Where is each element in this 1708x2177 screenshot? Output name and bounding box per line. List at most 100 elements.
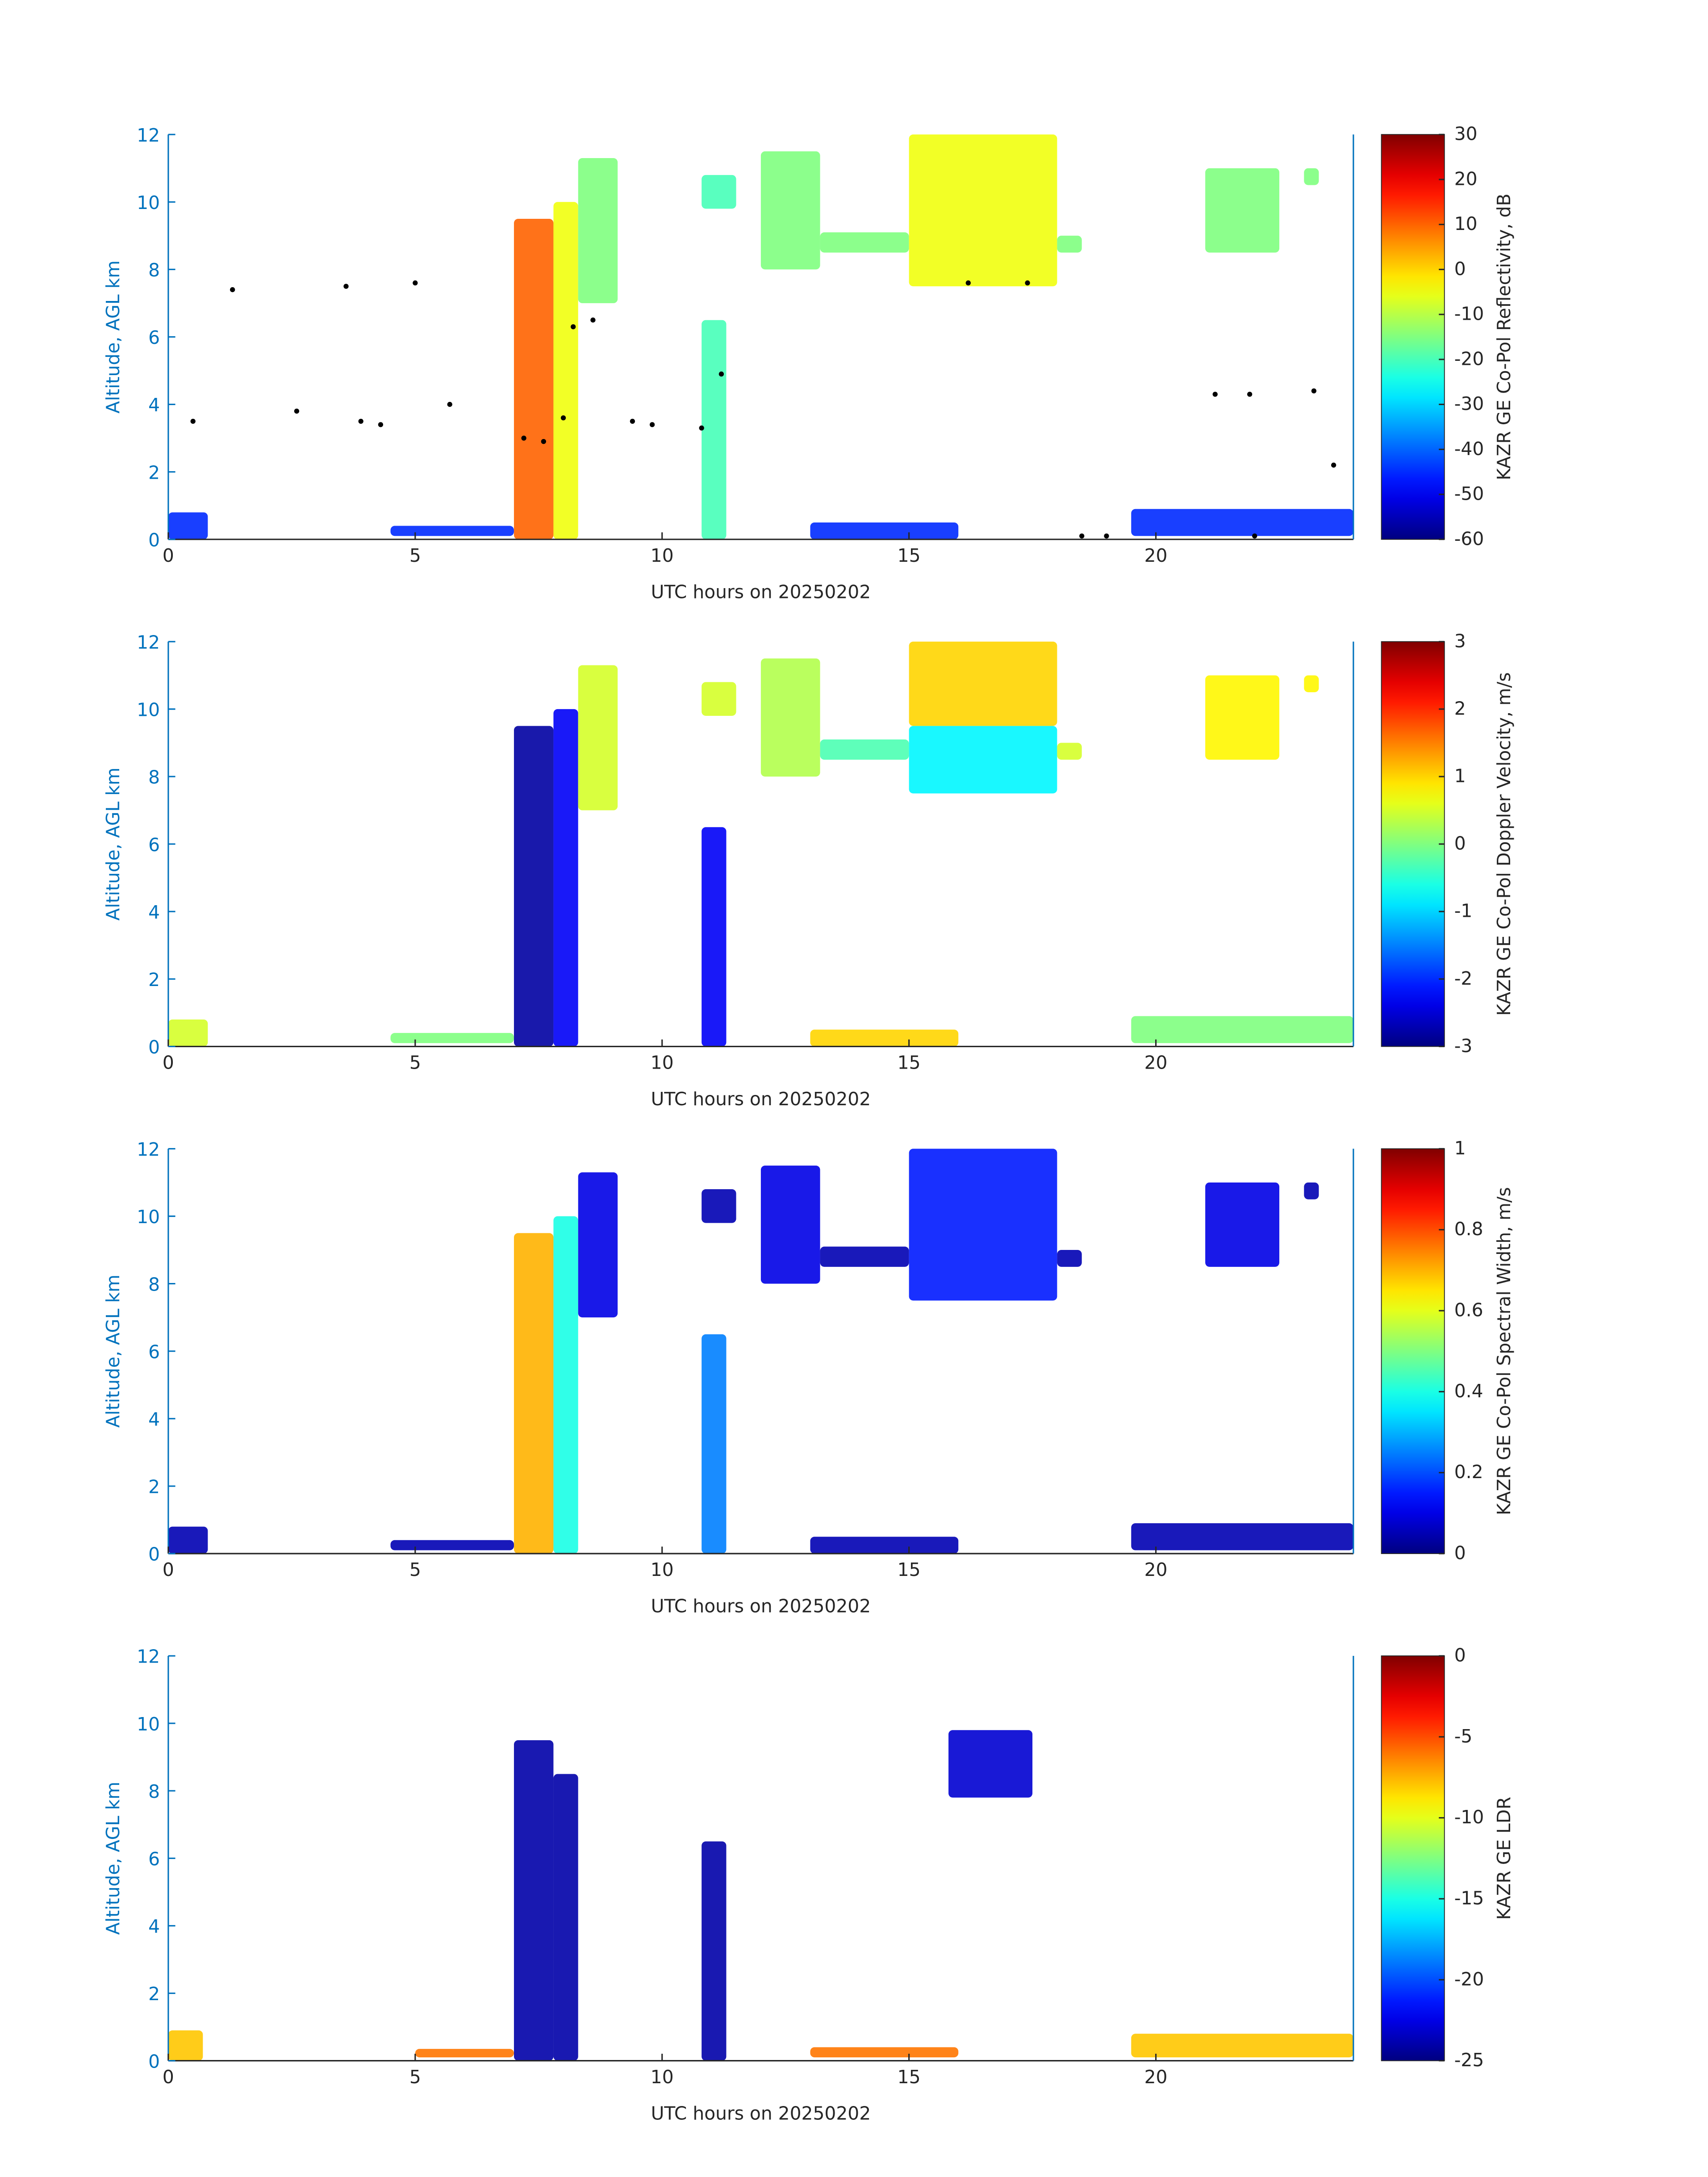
x-tick-label: 0 bbox=[163, 1559, 174, 1580]
x-tick-label: 20 bbox=[1144, 545, 1168, 566]
y-tick-label: 6 bbox=[148, 834, 160, 856]
colorbar-tick-label: 20 bbox=[1454, 168, 1478, 189]
y-tick-label: 2 bbox=[148, 1983, 160, 2005]
x-tick-label: 10 bbox=[651, 1559, 674, 1580]
colorbar-label: KAZR GE Co-Pol Doppler Velocity, m/s bbox=[1493, 672, 1515, 1015]
cloud-base-point bbox=[1025, 280, 1030, 286]
x-tick-label: 10 bbox=[651, 2066, 674, 2088]
radar-patch bbox=[909, 1149, 1057, 1301]
colorbar-tick-label: -20 bbox=[1454, 1968, 1484, 1990]
cloud-base-point bbox=[1331, 462, 1336, 468]
colorbar-tick-label: -2 bbox=[1454, 968, 1473, 989]
radar-patch bbox=[1304, 168, 1319, 185]
colorbar-tick-label: 0.8 bbox=[1454, 1218, 1483, 1240]
radar-patch bbox=[1304, 675, 1319, 693]
cloud-base-point bbox=[447, 401, 452, 407]
radar-patch bbox=[168, 1526, 208, 1554]
x-tick-label: 5 bbox=[409, 1052, 421, 1074]
x-tick-label: 20 bbox=[1144, 2066, 1168, 2088]
radar-patch bbox=[948, 1730, 1033, 1798]
cloud-base-point bbox=[343, 284, 349, 289]
cloud-base-point bbox=[965, 280, 971, 286]
colorbar-tick-label: -5 bbox=[1454, 1726, 1473, 1747]
colorbar-tick-label: -3 bbox=[1454, 1035, 1473, 1057]
radar-patch bbox=[820, 1246, 909, 1267]
cloud-base-point bbox=[230, 287, 235, 292]
colorbar-label: KAZR GE Co-Pol Reflectivity, dB bbox=[1493, 193, 1515, 480]
radar-patch bbox=[514, 219, 554, 539]
cloud-base-point bbox=[1311, 388, 1317, 393]
radar-patch bbox=[702, 1841, 727, 2061]
y-tick-label: 4 bbox=[148, 1408, 160, 1430]
colorbar-tick-label: -10 bbox=[1454, 1806, 1484, 1828]
radar-patch bbox=[760, 151, 820, 270]
y-axis-label: Altitude, AGL km bbox=[102, 260, 124, 414]
x-tick-label: 5 bbox=[409, 1559, 421, 1580]
colorbar-tick-label: 30 bbox=[1454, 123, 1478, 145]
x-tick-label: 20 bbox=[1144, 1052, 1168, 1074]
colorbar-tick-label: -25 bbox=[1454, 2049, 1484, 2071]
colorbar-tick-label: 0.2 bbox=[1454, 1461, 1483, 1483]
colorbar-label: KAZR GE Co-Pol Spectral Width, m/s bbox=[1493, 1187, 1515, 1515]
radar-patch bbox=[415, 2049, 514, 2058]
cloud-base-point bbox=[358, 418, 363, 424]
radar-patch bbox=[390, 1033, 514, 1043]
cloud-base-point bbox=[649, 422, 655, 427]
cloud-base-point bbox=[718, 371, 724, 377]
radar-patch bbox=[702, 320, 727, 539]
cloud-base-point bbox=[1247, 392, 1253, 397]
y-tick-label: 8 bbox=[148, 1274, 160, 1295]
radar-patch bbox=[1131, 2034, 1353, 2058]
radar-patch bbox=[1057, 743, 1082, 760]
colorbar bbox=[1381, 134, 1445, 540]
colorbar-tick-label: 2 bbox=[1454, 698, 1466, 719]
x-axis-label: UTC hours on 20250202 bbox=[651, 2102, 871, 2124]
x-tick-label: 0 bbox=[163, 2066, 174, 2088]
cloud-base-point bbox=[571, 324, 576, 330]
y-tick-label: 10 bbox=[137, 699, 160, 721]
y-tick-label: 12 bbox=[137, 1646, 160, 1667]
radar-patch bbox=[1057, 1250, 1082, 1267]
x-tick-label: 15 bbox=[898, 545, 921, 566]
radar-patch bbox=[1205, 168, 1279, 253]
radar-patch bbox=[810, 2047, 959, 2058]
radar-patch bbox=[553, 202, 578, 539]
radar-patch bbox=[820, 739, 909, 760]
y-axis-label: Altitude, AGL km bbox=[102, 1274, 124, 1428]
cloud-base-point bbox=[1212, 392, 1218, 397]
y-tick-label: 12 bbox=[137, 125, 160, 146]
radar-patch bbox=[702, 682, 736, 716]
radar-patch bbox=[810, 1537, 959, 1554]
y-tick-label: 2 bbox=[148, 462, 160, 483]
radar-patch bbox=[168, 512, 208, 539]
cloud-base-point bbox=[294, 409, 300, 414]
y-axis-label: Altitude, AGL km bbox=[102, 1782, 124, 1935]
y-tick-label: 4 bbox=[148, 394, 160, 416]
radar-patch bbox=[760, 658, 820, 777]
radar-patch bbox=[514, 1233, 554, 1554]
colorbar-tick-label: 0 bbox=[1454, 258, 1466, 280]
cloud-base-point bbox=[1104, 533, 1109, 539]
cloud-base-point bbox=[699, 425, 704, 431]
cloud-base-point bbox=[1252, 533, 1257, 539]
radar-patch bbox=[168, 1019, 208, 1047]
radar-patch bbox=[553, 1216, 578, 1554]
y-tick-label: 4 bbox=[148, 1916, 160, 1937]
x-axis-label: UTC hours on 20250202 bbox=[651, 1596, 871, 1617]
y-tick-label: 8 bbox=[148, 259, 160, 281]
colorbar-label: KAZR GE LDR bbox=[1493, 1797, 1515, 1920]
colorbar-tick-label: -10 bbox=[1454, 303, 1484, 325]
cloud-base-point bbox=[560, 415, 566, 421]
x-tick-label: 5 bbox=[409, 545, 421, 566]
colorbar-tick-label: -20 bbox=[1454, 348, 1484, 369]
radar-patch bbox=[702, 1189, 736, 1223]
cloud-base-point bbox=[630, 418, 635, 424]
y-tick-label: 0 bbox=[148, 529, 160, 551]
colorbar-tick-label: 0 bbox=[1454, 1542, 1466, 1564]
radar-patch bbox=[820, 232, 909, 253]
colorbar-tick-label: -40 bbox=[1454, 438, 1484, 460]
radar-patch bbox=[578, 1172, 618, 1318]
x-tick-label: 15 bbox=[898, 1559, 921, 1580]
